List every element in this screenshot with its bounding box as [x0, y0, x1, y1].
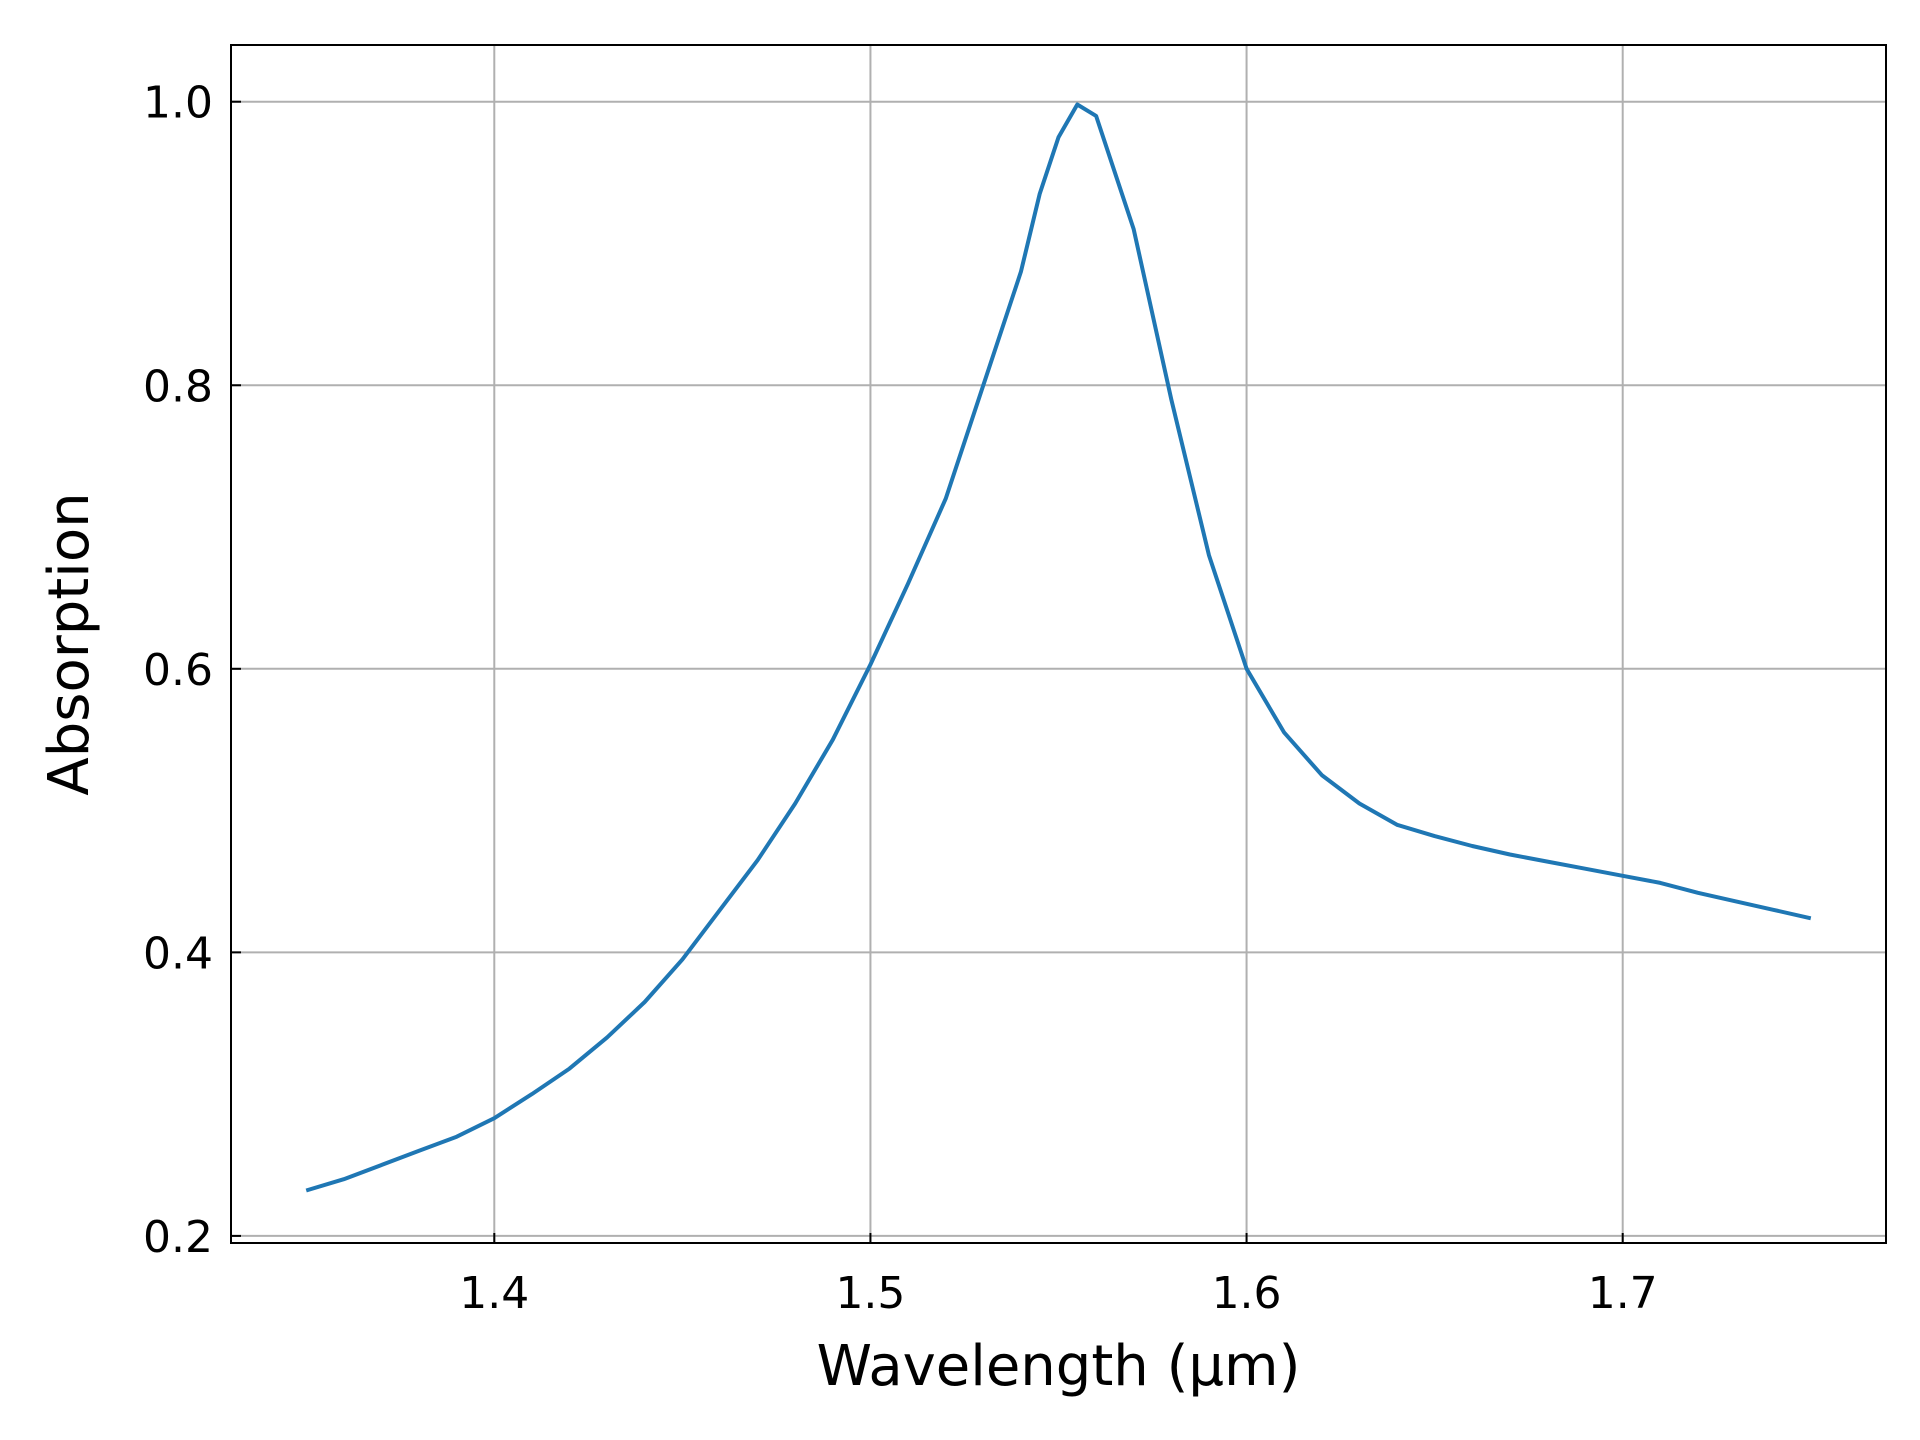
y-tick-label: 0.6: [143, 645, 213, 696]
y-tick-label: 1.0: [143, 78, 213, 129]
tick-labels: 1.4 1.5 1.6 1.7 0.2 0.4 0.6 0.8 1.0: [143, 78, 1658, 1319]
tick-marks: [231, 100, 1624, 1243]
y-axis-label: Absorption: [37, 492, 102, 795]
grid-lines: [231, 45, 1886, 1243]
x-tick-label: 1.7: [1588, 1268, 1658, 1319]
y-tick-label: 0.8: [143, 361, 213, 412]
plot-frame: [230, 44, 1887, 1244]
series-layer: [305, 102, 1812, 1193]
x-tick-label: 1.5: [835, 1268, 905, 1319]
x-tick-label: 1.6: [1212, 1268, 1282, 1319]
y-tick-label: 0.4: [143, 928, 213, 979]
absorption-series-line: [305, 102, 1812, 1193]
x-axis-label: Wavelength (μm): [817, 1334, 1301, 1399]
x-tick-label: 1.4: [459, 1268, 529, 1319]
y-tick-label: 0.2: [143, 1212, 213, 1263]
